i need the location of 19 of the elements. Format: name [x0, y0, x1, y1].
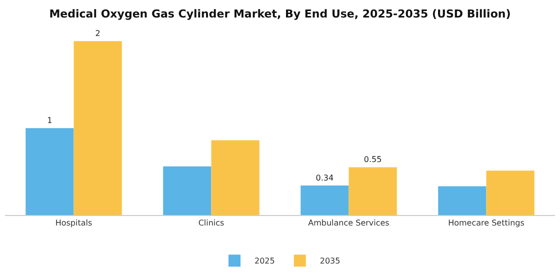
legend-label: 2025: [254, 256, 275, 266]
bar: [300, 185, 349, 215]
data-label: 0.34: [316, 173, 334, 182]
bar: [26, 128, 74, 215]
x-tick-label: Hospitals: [55, 218, 92, 228]
bar: [211, 140, 260, 215]
data-label: 0.55: [364, 155, 382, 164]
x-tick-label: Ambulance Services: [308, 218, 390, 228]
chart-title: Medical Oxygen Gas Cylinder Market, By End Use, 2025-2035 (USD Billion): [49, 8, 511, 20]
bar: [486, 170, 534, 215]
bar: [74, 41, 122, 215]
data-label: 1: [47, 116, 52, 126]
bar: [348, 167, 397, 215]
x-tick-label: Homecare Settings: [448, 218, 524, 228]
x-tick-label: Clinics: [198, 218, 224, 228]
data-label: 2: [95, 29, 100, 38]
legend-label: 2035: [320, 256, 340, 266]
bar: [163, 166, 212, 215]
bar: [438, 186, 486, 215]
